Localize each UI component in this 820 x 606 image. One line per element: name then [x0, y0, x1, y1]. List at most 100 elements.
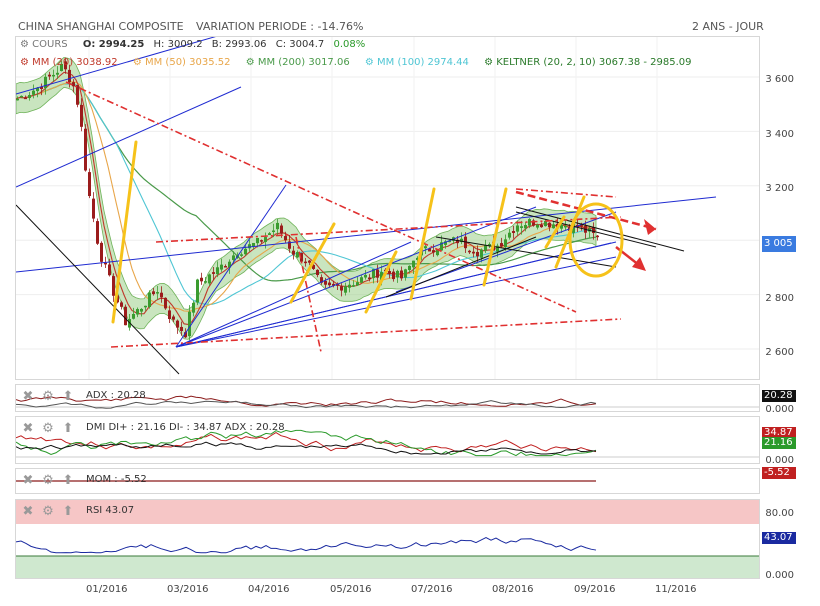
candle-body: [592, 227, 595, 233]
candle-body: [536, 224, 539, 228]
close-icon[interactable]: ✖: [22, 389, 34, 404]
arrow-up-icon[interactable]: ⬆: [62, 504, 74, 519]
gear-icon[interactable]: ⚙: [42, 473, 54, 488]
mm200-legend[interactable]: ⚙ MM (200) 3017.06: [245, 57, 350, 68]
cours-label[interactable]: ⚙ COURS: [20, 39, 68, 50]
close-icon[interactable]: ✖: [22, 504, 34, 519]
mm20-legend[interactable]: ⚙ MM (20) 3038.92: [20, 57, 118, 68]
rsi-upper: 80.00: [765, 508, 794, 519]
arrow-up-icon[interactable]: ⬆: [62, 421, 74, 436]
close-icon[interactable]: ✖: [22, 421, 34, 436]
candle-body: [240, 254, 243, 256]
mm50-legend[interactable]: ⚙ MM (50) 3035.52: [132, 57, 231, 68]
candle-body: [176, 320, 179, 328]
candle-body: [96, 221, 99, 244]
price-tick-2600: 2 600: [765, 347, 794, 358]
candle-body: [432, 250, 435, 253]
rsi-panel: ✖ ⚙ ⬆ RSI 43.07: [15, 499, 760, 579]
candle-body: [20, 95, 23, 98]
candle-body: [156, 292, 159, 294]
trendline-red: [515, 188, 617, 198]
x-tick-1: 03/2016: [167, 584, 209, 595]
gear-icon[interactable]: ⚙: [42, 504, 54, 519]
candle-body: [440, 242, 443, 251]
dmi-adx-line: [16, 441, 597, 455]
candle-body: [292, 250, 295, 255]
gear-icon[interactable]: ⚙: [42, 421, 54, 436]
candle-body: [464, 236, 467, 249]
trendline-red: [295, 236, 322, 353]
candle-body: [40, 86, 43, 89]
candle-body: [368, 277, 371, 279]
trendline-red: [65, 81, 577, 313]
candle-body: [468, 250, 471, 253]
x-tick-6: 09/2016: [574, 584, 616, 595]
arrow-up-icon[interactable]: ⬆: [62, 389, 74, 404]
rsi-lower: 0.000: [765, 570, 794, 581]
candle-body: [224, 266, 227, 268]
candle-body: [60, 63, 63, 72]
candle-body: [36, 87, 39, 92]
mm100-legend[interactable]: ⚙ MM (100) 2974.44: [364, 57, 469, 68]
x-tick-2: 04/2016: [248, 584, 290, 595]
yellow-annotation: [482, 187, 508, 287]
candle-body: [216, 267, 219, 275]
candle-body: [272, 230, 275, 233]
candle-body: [252, 242, 255, 247]
candle-body: [380, 272, 383, 280]
current-price-tag: 3 005: [762, 236, 796, 252]
candle-body: [48, 74, 51, 77]
adx-chart: [16, 395, 759, 409]
candle-body: [512, 231, 515, 233]
trendline-blue: [175, 241, 617, 348]
price-tick-3400: 3 400: [765, 129, 794, 140]
price-legend: ⚙ COURS O: 2994.25 H: 3009.2 B: 2993.06 …: [20, 39, 371, 50]
trendline-blue: [16, 196, 717, 273]
arrow-up-icon[interactable]: ⬆: [62, 473, 74, 488]
dmi-controls: ✖ ⚙ ⬆: [20, 421, 80, 436]
candle-body: [28, 95, 31, 99]
rsi-value-tag: 43.07: [762, 532, 796, 544]
candle-body: [552, 224, 555, 229]
candle-body: [372, 269, 375, 279]
price-chart: [16, 37, 759, 379]
adx-controls: ✖ ⚙ ⬆: [20, 389, 80, 404]
candle-body: [184, 332, 187, 338]
trendline-black: [515, 211, 657, 248]
adx-title: ADX : 20.28: [86, 390, 146, 401]
candle-body: [580, 225, 583, 227]
candle-body: [140, 308, 143, 312]
candle-body: [364, 274, 367, 278]
close-icon[interactable]: ✖: [22, 473, 34, 488]
candle-body: [204, 281, 207, 283]
trendline-red: [155, 216, 622, 243]
x-tick-7: 11/2016: [655, 584, 697, 595]
close-value: C: 3004.7: [275, 39, 325, 50]
candle-body: [244, 248, 247, 255]
candle-body: [80, 104, 83, 127]
candle-body: [288, 241, 291, 249]
x-tick-0: 01/2016: [86, 584, 128, 595]
gear-icon[interactable]: ⚙: [42, 389, 54, 404]
dmi-panel: ✖ ⚙ ⬆ DMI DI+ : 21.16 DI- : 34.87 ADX : 20…: [15, 416, 760, 464]
dmi-title: DMI DI+ : 21.16 DI- : 34.87 ADX : 20.28: [86, 422, 285, 433]
candle-body: [108, 264, 111, 276]
di-minus-line: [16, 432, 597, 453]
trendline-black: [16, 204, 180, 375]
candle-body: [312, 264, 315, 269]
keltner-legend[interactable]: ⚙ KELTNER (20, 2, 10) 3067.38 - 2985.09: [484, 57, 692, 68]
candle-body: [280, 225, 283, 234]
candle-body: [404, 269, 407, 278]
candle-body: [344, 286, 347, 293]
candle-body: [296, 252, 299, 258]
candle-body: [76, 85, 79, 105]
candle-body: [52, 74, 55, 77]
keltner-band: [16, 56, 597, 340]
candle-body: [332, 283, 335, 286]
mom-title: MOM : -5.52: [86, 474, 147, 485]
candle-body: [500, 243, 503, 247]
di-minus-tag: 34.87: [762, 427, 796, 439]
candle-body: [32, 90, 35, 95]
candle-body: [456, 239, 459, 244]
candle-body: [328, 282, 331, 286]
